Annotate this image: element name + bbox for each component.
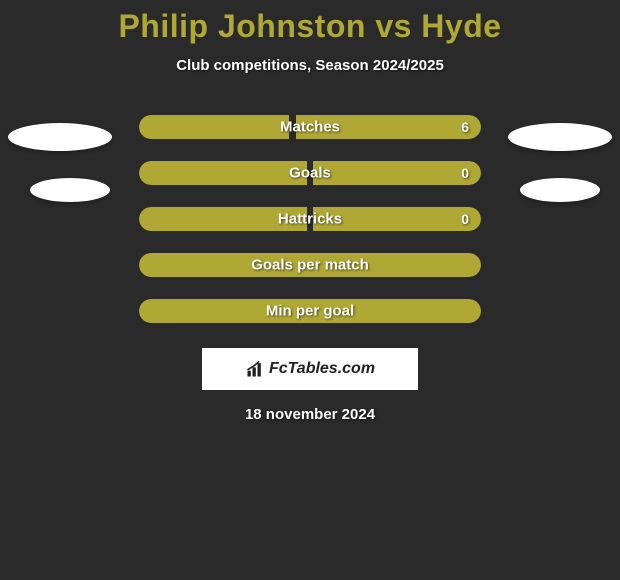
stat-label: Min per goal [266, 303, 354, 320]
bar-goals: Goals 0 [139, 161, 481, 185]
stat-row-hattricks: Hattricks 0 [0, 196, 620, 242]
date-text: 18 november 2024 [0, 406, 620, 423]
bar-right [313, 161, 481, 185]
stat-row-min-per-goal: Min per goal [0, 288, 620, 334]
bar-left [139, 161, 307, 185]
value-right: 0 [461, 165, 469, 181]
stat-row-goals: Goals 0 [0, 150, 620, 196]
chart-icon [245, 359, 265, 379]
bar-hattricks: Hattricks 0 [139, 207, 481, 231]
bar-matches: Matches 6 [139, 115, 481, 139]
stat-label: Hattricks [278, 211, 342, 228]
stats-container: Matches 6 Goals 0 Hattricks 0 Goals per … [0, 104, 620, 334]
logo-box: FcTables.com [202, 348, 418, 390]
logo-text: FcTables.com [269, 360, 375, 378]
stat-row-matches: Matches 6 [0, 104, 620, 150]
bar-left [139, 115, 289, 139]
stat-label: Matches [280, 119, 340, 136]
stat-row-goals-per-match: Goals per match [0, 242, 620, 288]
comparison-title: Philip Johnston vs Hyde [0, 0, 620, 45]
bar-goals-per-match: Goals per match [139, 253, 481, 277]
stat-label: Goals per match [251, 257, 369, 274]
value-right: 6 [461, 119, 469, 135]
stat-label: Goals [289, 165, 331, 182]
comparison-subtitle: Club competitions, Season 2024/2025 [0, 57, 620, 74]
value-right: 0 [461, 211, 469, 227]
bar-min-per-goal: Min per goal [139, 299, 481, 323]
